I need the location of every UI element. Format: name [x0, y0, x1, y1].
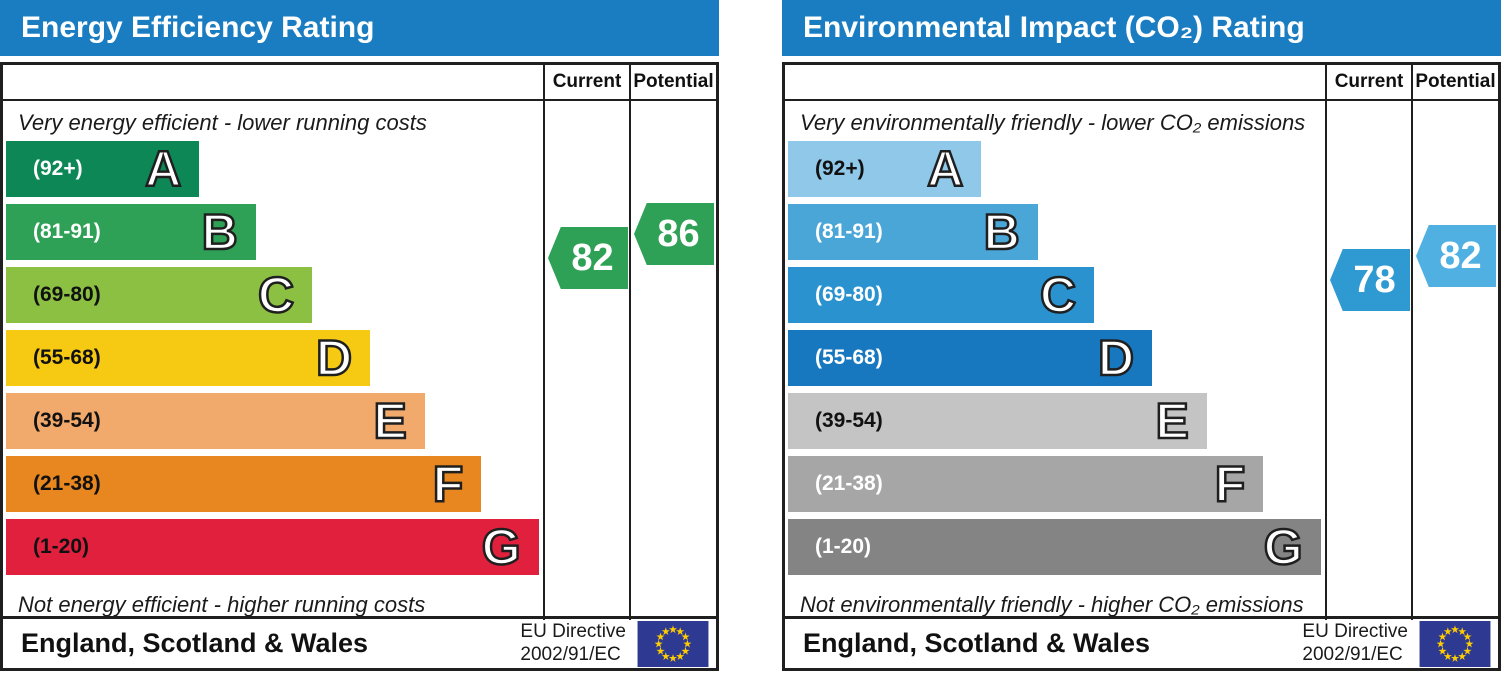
band-letter: E — [1154, 393, 1190, 449]
band-letter: B — [200, 204, 239, 260]
potential-rating-value: 86 — [657, 212, 700, 255]
band-range-label: (92+) — [815, 157, 865, 180]
band-range-label: (1-20) — [815, 535, 872, 558]
environmental-impact-panel: Environmental Impact (CO₂) Rating Curren… — [782, 0, 1501, 671]
potential-rating-value: 82 — [1439, 234, 1482, 277]
potential-column-header: Potential — [629, 65, 716, 99]
current-rating-value: 82 — [571, 236, 614, 279]
band-range-label: (55-68) — [815, 346, 883, 369]
band-range-label: (55-68) — [33, 346, 101, 369]
potential-column-header: Potential — [1411, 65, 1498, 99]
current-column-header: Current — [1325, 65, 1411, 99]
band-letter: G — [481, 519, 522, 575]
band-c: (69-80) C — [6, 267, 313, 323]
rating-bands: (92+) A (81-91) B (69-80) C (55-68) — [785, 141, 1325, 575]
column-header-row: Current Potential — [3, 65, 716, 101]
band-range-label: (69-80) — [815, 283, 883, 306]
current-column: 82 — [543, 101, 629, 620]
band-g: (1-20) G — [6, 519, 539, 575]
band-letter: D — [1097, 330, 1136, 386]
band-e: (39-54) E — [6, 393, 425, 449]
band-area: Very environmentally friendly - lower CO… — [785, 101, 1325, 620]
band-d: (55-68) D — [6, 330, 371, 386]
potential-column: 82 — [1411, 101, 1498, 620]
band-range-label: (39-54) — [33, 409, 101, 432]
band-b: (81-91) B — [788, 204, 1038, 260]
band-range-label: (21-38) — [815, 472, 883, 495]
band-d: (55-68) D — [788, 330, 1153, 386]
band-letter: F — [1213, 456, 1246, 512]
chart-body: Very energy efficient - lower running co… — [3, 101, 716, 620]
band-range-label: (81-91) — [33, 220, 101, 243]
band-range-label: (69-80) — [33, 283, 101, 306]
band-range-label: (1-20) — [33, 535, 90, 558]
region-label: England, Scotland & Wales — [803, 628, 1151, 658]
band-letter: A — [926, 141, 965, 197]
current-column: 78 — [1325, 101, 1411, 620]
energy-efficiency-title: Energy Efficiency Rating — [0, 0, 719, 56]
column-header-row: Current Potential — [785, 65, 1498, 101]
environmental-impact-title: Environmental Impact (CO₂) Rating — [782, 0, 1501, 56]
header-spacer — [3, 65, 543, 99]
chart-body: Very environmentally friendly - lower CO… — [785, 101, 1498, 620]
band-range-label: (21-38) — [33, 472, 101, 495]
eu-directive-label: EU Directive 2002/91/EC — [520, 621, 626, 665]
band-letter: C — [1039, 267, 1078, 323]
band-a: (92+) A — [788, 141, 982, 197]
potential-rating-arrow: 86 — [634, 203, 714, 265]
band-letter: A — [144, 141, 183, 197]
band-letter: D — [315, 330, 354, 386]
band-area: Very energy efficient - lower running co… — [3, 101, 543, 620]
panel-title-text: Environmental Impact (CO₂) Rating — [803, 11, 1305, 44]
current-rating-arrow: 82 — [548, 227, 628, 289]
environmental-impact-chart: Current Potential Very environmentally f… — [782, 62, 1501, 671]
band-letter: G — [1263, 519, 1304, 575]
band-letter: F — [431, 456, 464, 512]
band-a: (92+) A — [6, 141, 200, 197]
chart-footer: England, Scotland & Wales EU Directive 2… — [3, 616, 716, 668]
band-f: (21-38) F — [788, 456, 1264, 512]
panel-title-text: Energy Efficiency Rating — [21, 11, 375, 44]
eu-directive-label: EU Directive 2002/91/EC — [1302, 621, 1408, 665]
band-g: (1-20) G — [788, 519, 1321, 575]
band-letter: E — [372, 393, 408, 449]
current-rating-arrow: 78 — [1330, 249, 1410, 311]
current-rating-value: 78 — [1353, 258, 1396, 301]
band-range-label: (39-54) — [815, 409, 883, 432]
band-letter: C — [257, 267, 296, 323]
energy-efficiency-chart: Current Potential Very energy efficient … — [0, 62, 719, 671]
energy-efficiency-panel: Energy Efficiency Rating Current Potenti… — [0, 0, 719, 671]
band-f: (21-38) F — [6, 456, 482, 512]
header-spacer — [785, 65, 1325, 99]
chart-footer: England, Scotland & Wales EU Directive 2… — [785, 616, 1498, 668]
band-letter: B — [982, 204, 1021, 260]
band-c: (69-80) C — [788, 267, 1095, 323]
band-range-label: (81-91) — [815, 220, 883, 243]
region-label: England, Scotland & Wales — [21, 628, 369, 658]
current-column-header: Current — [543, 65, 629, 99]
band-b: (81-91) B — [6, 204, 256, 260]
rating-bands: (92+) A (81-91) B (69-80) C (55-68) — [3, 141, 543, 575]
top-caption: Very environmentally friendly - lower CO… — [800, 110, 1306, 135]
eu-flag-icon — [1419, 620, 1491, 667]
bottom-caption: Not environmentally friendly - higher CO… — [800, 592, 1304, 617]
band-range-label: (92+) — [33, 157, 83, 180]
top-caption: Very energy efficient - lower running co… — [18, 110, 427, 135]
potential-column: 86 — [629, 101, 716, 620]
bottom-caption: Not energy efficient - higher running co… — [18, 592, 426, 617]
band-e: (39-54) E — [788, 393, 1207, 449]
eu-flag-icon — [637, 620, 709, 667]
potential-rating-arrow: 82 — [1416, 225, 1496, 287]
